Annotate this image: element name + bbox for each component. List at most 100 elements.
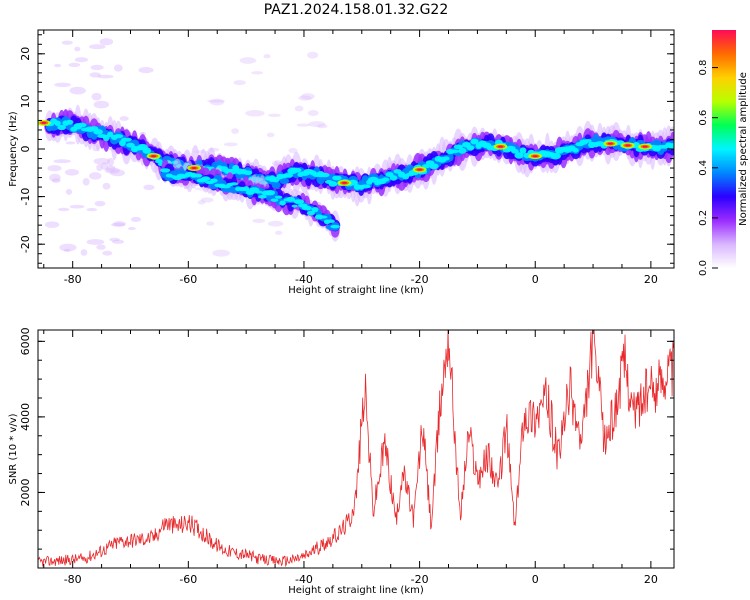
heatmap-ridge-layer-4 <box>57 124 67 131</box>
heatmap-speckle <box>49 173 61 182</box>
snr-plot-area <box>38 330 674 568</box>
heatmap-speckle <box>80 249 88 256</box>
heatmap-speckle <box>288 147 298 154</box>
heatmap-branch-layer-4 <box>286 196 296 202</box>
heatmap-ridge-layer-4 <box>121 137 132 142</box>
heatmap-branch-layer-4 <box>265 190 275 196</box>
heatmap-speckle <box>54 82 71 87</box>
heatmap-ridge-layer-4 <box>458 147 467 154</box>
heatmap-speckle <box>111 239 124 244</box>
heatmap-branch-layer-4 <box>257 195 267 199</box>
heatmap-speckle <box>97 74 114 79</box>
heatmap-speckle <box>296 123 311 127</box>
colorbar-label: Normalized spectral amplitude <box>738 72 749 226</box>
heatmap-branch-layer-4 <box>209 178 218 183</box>
snr-y-ticks: 2000 4000 6000 <box>19 327 674 569</box>
snr-series-line <box>38 330 674 568</box>
heatmap-speckle <box>206 221 215 226</box>
heatmap-core-peak <box>41 121 47 124</box>
heatmap-speckle <box>307 109 319 116</box>
heatmap-ridge-layer-4 <box>328 181 338 187</box>
heatmap-speckle <box>104 167 120 174</box>
heatmap-ridge-layer-3 <box>271 181 281 189</box>
spectrogram-panel: -80 -60 -40 -20 0 20 -20 -10 0 10 20 Height of st… <box>8 29 675 296</box>
heatmap-speckle <box>308 121 326 127</box>
heatmap-ridge-layer-4 <box>93 128 103 135</box>
heatmap-ridge-layer-4 <box>519 147 527 154</box>
heatmap-speckle <box>86 239 105 245</box>
heatmap-speckle <box>89 172 102 180</box>
heatmap-core-peak <box>341 181 347 184</box>
spectrogram-y-ticks: -20 -10 0 10 20 <box>19 34 674 264</box>
heatmap-ridge-layer-4 <box>113 134 124 139</box>
spectrogram-x-tick-label: -40 <box>295 273 313 286</box>
heatmap-branch-layer-4 <box>242 186 250 192</box>
heatmap-speckle <box>88 44 106 50</box>
heatmap-speckle <box>266 132 275 138</box>
snr-x-tick-label: -20 <box>411 573 429 586</box>
heatmap-speckle <box>64 168 80 176</box>
heatmap-speckle <box>99 38 114 46</box>
heatmap-ridge-layer-4 <box>66 119 74 125</box>
snr-y-tick-label: 2000 <box>19 478 32 506</box>
heatmap-speckle <box>86 208 98 212</box>
spectrogram-y-tick-label: -20 <box>19 235 32 253</box>
heatmap-core-peak <box>417 168 423 171</box>
heatmap-ridge-layer-4 <box>381 177 390 182</box>
heatmap-speckle <box>65 141 76 145</box>
heatmap-speckle <box>298 95 312 101</box>
heatmap-speckle <box>74 46 81 52</box>
heatmap-speckle <box>100 162 109 170</box>
heatmap-speckle <box>127 227 136 231</box>
spectrogram-x-tick-label: -60 <box>179 273 197 286</box>
heatmap-branch-layer-4 <box>192 173 203 178</box>
colorbar: 0.0 0.2 0.4 0.6 0.8 Normalized spectral ampl… <box>698 30 749 276</box>
heatmap-ridge-layer-4 <box>77 122 87 128</box>
snr-y-tick-label: 6000 <box>19 327 32 355</box>
heatmap-ridge-layer-4 <box>283 173 294 178</box>
heatmap-ridge-layer-4 <box>584 138 592 143</box>
heatmap-speckle <box>53 159 71 164</box>
heatmap-speckle <box>263 53 271 59</box>
heatmap-ridge-layer-4 <box>449 149 460 154</box>
colorbar-tick-label: 0.8 <box>698 60 709 76</box>
heatmap-speckle <box>89 72 101 78</box>
heatmap-speckle <box>138 66 154 74</box>
heatmap-speckle <box>69 204 85 209</box>
colorbar-ticks: 0.0 0.2 0.4 0.6 0.8 <box>698 60 718 276</box>
heatmap-speckle <box>268 113 281 117</box>
colorbar-tick-label: 0.4 <box>698 160 709 176</box>
heatmap-branch-layer-4 <box>229 182 239 186</box>
heatmap-ridge-layer-4 <box>360 184 371 189</box>
heatmap-speckle <box>69 86 86 95</box>
heatmap-speckle <box>96 244 106 250</box>
heatmap-speckle <box>113 64 123 72</box>
heatmap-speckle <box>233 80 246 86</box>
heatmap-ridge-layer-4 <box>442 156 450 161</box>
heatmap-speckle <box>252 218 266 224</box>
snr-x-tick-label: -60 <box>179 573 197 586</box>
heatmap-speckle <box>63 248 71 252</box>
snr-x-tick-label: 0 <box>532 573 539 586</box>
heatmap-core-peak <box>532 155 538 158</box>
snr-x-tick-label: 20 <box>644 573 658 586</box>
heatmap-speckle <box>200 197 214 203</box>
heatmap-speckle <box>300 93 315 100</box>
heatmap-speckle <box>61 40 73 45</box>
heatmap-core-peak <box>498 145 504 148</box>
heatmap-branch-layer-4 <box>274 195 283 199</box>
heatmap-speckle <box>109 237 120 242</box>
snr-x-ticks: -80 -60 -40 -20 0 20 <box>43 330 658 586</box>
heatmap-ridge-layer-4 <box>514 152 524 159</box>
heatmap-ridge-layer-4 <box>453 144 464 150</box>
heatmap-branch-layer-4 <box>160 168 171 173</box>
heatmap-ridge-layer-4 <box>389 175 398 181</box>
spectrogram-y-tick-label: 0 <box>19 146 32 153</box>
heatmap-ridge-layer-4 <box>118 139 126 147</box>
heatmap-speckle <box>102 182 111 190</box>
heatmap-branch-layer-4 <box>330 224 341 229</box>
spectrogram-x-tick-label: 0 <box>532 273 539 286</box>
heatmap-speckle <box>109 169 125 177</box>
heatmap-speckle <box>82 178 90 186</box>
